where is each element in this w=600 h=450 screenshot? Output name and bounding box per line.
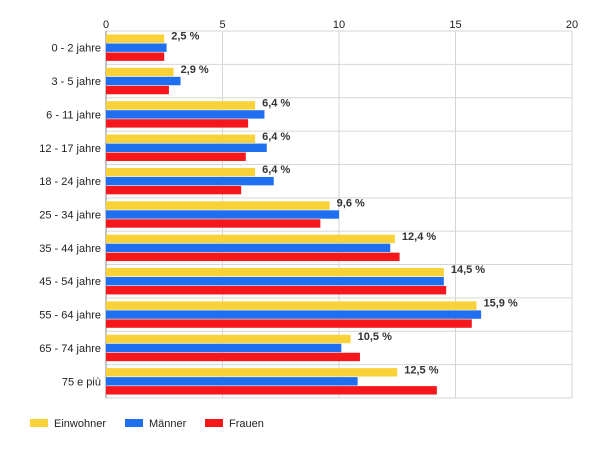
bar-männer xyxy=(106,110,265,119)
bar-einwohner xyxy=(106,368,398,377)
data-label: 6,4 % xyxy=(262,97,290,109)
bar-frauen xyxy=(106,286,447,295)
bar-frauen xyxy=(106,119,249,128)
bar-frauen xyxy=(106,85,169,95)
bar-einwohner xyxy=(106,268,444,277)
bar-einwohner xyxy=(106,301,477,310)
legend-swatch-einwohner xyxy=(30,419,48,427)
bar-frauen xyxy=(106,252,400,262)
bar-frauen xyxy=(106,152,246,161)
category-label: 18 - 24 jahre xyxy=(39,176,101,188)
legend-label: Einwohner xyxy=(54,418,106,430)
data-label: 2,9 % xyxy=(181,64,209,76)
x-tick-label: 15 xyxy=(449,19,461,31)
bar-einwohner xyxy=(106,201,330,210)
legend-label: Männer xyxy=(149,418,187,430)
bar-einwohner xyxy=(106,101,256,110)
bar-männer xyxy=(106,143,267,152)
category-label: 75 e più xyxy=(62,376,101,388)
bar-männer xyxy=(106,43,167,52)
bar-frauen xyxy=(106,52,165,61)
bar-männer xyxy=(106,343,342,353)
legend: Einwohner Männer Frauen xyxy=(30,418,264,430)
bar-männer xyxy=(106,277,444,286)
bar-frauen xyxy=(106,319,472,328)
data-label: 6,4 % xyxy=(262,164,290,176)
data-labels: 2,5 % 2,9 % 6,4 % 6,4 % 6,4 % 9,6 % 12,4 % 14,5… xyxy=(171,31,518,377)
data-label: 15,9 % xyxy=(483,298,517,310)
data-label: 6,4 % xyxy=(262,131,290,143)
bar-frauen xyxy=(106,219,321,228)
category-label: 65 - 74 jahre xyxy=(39,343,101,355)
bar-männer xyxy=(106,377,358,386)
bar-einwohner xyxy=(106,134,256,143)
data-label: 12,4 % xyxy=(402,231,436,243)
category-label: 3 - 5 jahre xyxy=(51,76,101,88)
category-axis: 0 - 2 jahre 3 - 5 jahre 6 - 11 jahre 12 - 1… xyxy=(39,43,101,389)
category-label: 55 - 64 jahre xyxy=(39,310,101,322)
bar-einwohner xyxy=(106,334,351,344)
data-label: 2,5 % xyxy=(171,31,199,43)
x-tick-label: 0 xyxy=(103,19,109,31)
bar-männer xyxy=(106,310,482,319)
x-axis-ticks: 0 5 10 15 20 xyxy=(103,19,578,31)
bar-einwohner xyxy=(106,34,165,43)
bar-männer xyxy=(106,243,391,253)
category-label: 0 - 2 jahre xyxy=(51,43,101,55)
bar-männer xyxy=(106,210,339,219)
category-label: 25 - 34 jahre xyxy=(39,210,101,222)
data-label: 10,5 % xyxy=(358,331,392,343)
bar-einwohner xyxy=(106,67,174,77)
legend-swatch-männer xyxy=(125,419,143,427)
x-tick-label: 20 xyxy=(566,19,578,31)
data-label: 12,5 % xyxy=(404,364,438,376)
bar-einwohner xyxy=(106,234,395,244)
category-label: 12 - 17 jahre xyxy=(39,143,101,155)
bar-frauen xyxy=(106,386,437,395)
x-tick-label: 10 xyxy=(333,19,345,31)
category-label: 6 - 11 jahre xyxy=(46,109,101,121)
bars xyxy=(106,34,482,395)
legend-label: Frauen xyxy=(229,418,264,430)
bar-männer xyxy=(106,76,181,86)
bar-frauen xyxy=(106,185,242,195)
x-tick-label: 5 xyxy=(219,19,225,31)
data-label: 9,6 % xyxy=(337,198,365,210)
bar-frauen xyxy=(106,352,360,362)
bar-einwohner xyxy=(106,167,256,177)
bar-männer xyxy=(106,176,274,186)
category-label: 35 - 44 jahre xyxy=(39,243,101,255)
data-label: 14,5 % xyxy=(451,264,485,276)
legend-swatch-frauen xyxy=(205,419,223,427)
category-label: 45 - 54 jahre xyxy=(39,276,101,288)
